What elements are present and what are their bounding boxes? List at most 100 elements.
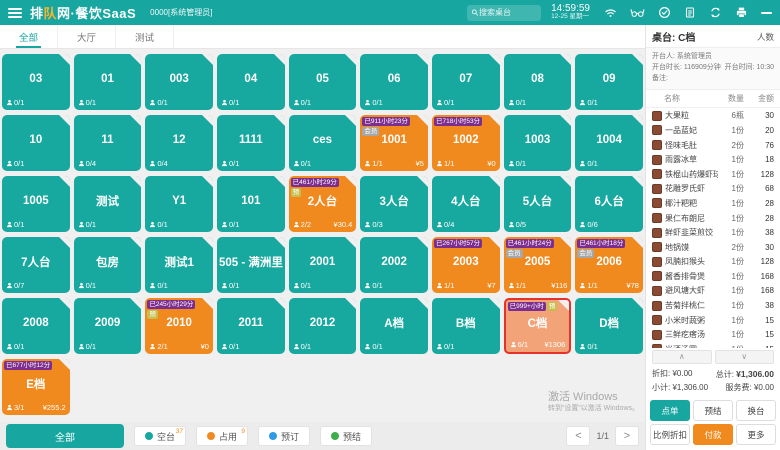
table-card[interactable]: 2011 0/1 (216, 298, 285, 354)
table-card[interactable]: 07 0/1 (431, 54, 500, 110)
ratio-discount-button[interactable]: 比例折扣 (650, 424, 690, 445)
table-count: 0/3 (372, 220, 383, 229)
table-card[interactable]: 测试 0/1 (73, 176, 142, 232)
order-item-row[interactable]: 避风塘大虾 1份 168 (652, 284, 774, 299)
table-card[interactable]: 2012 0/1 (288, 298, 357, 354)
change-table-button[interactable]: 换台 (736, 400, 776, 421)
table-card[interactable]: 1004 0/1 (575, 115, 643, 171)
prev-page-button[interactable]: < (566, 426, 591, 446)
filter-all-button[interactable]: 全部 (6, 424, 124, 448)
status-filter-chip[interactable]: 占用 9 (196, 426, 249, 446)
table-card[interactable]: 7人台 0/7 (2, 237, 70, 293)
table-card[interactable]: 08 0/1 (503, 54, 572, 110)
floor-tab-2[interactable]: 测试 (116, 25, 174, 48)
table-card[interactable]: 12 0/4 (145, 115, 213, 171)
sync-icon[interactable] (709, 6, 722, 19)
message-check-icon[interactable] (658, 6, 671, 19)
table-card[interactable]: 2002 0/1 (360, 237, 428, 293)
table-name: B档 (455, 318, 476, 331)
order-item-row[interactable]: 怪味毛肚 2份 76 (652, 138, 774, 153)
order-item-row[interactable]: 小米时蔬粥 1份 15 (652, 313, 774, 328)
table-card[interactable]: 已718小时53分 1002 1/1 ¥0 (431, 115, 500, 171)
table-card[interactable]: 03 0/1 (2, 54, 70, 110)
order-item-row[interactable]: 三鲜疙瘩汤 1份 15 (652, 327, 774, 342)
table-card[interactable]: 2008 0/1 (2, 298, 70, 354)
table-card[interactable]: 已461小时29分 预 2人台 2/2 ¥30.4 (288, 176, 357, 232)
table-card[interactable]: 04 0/1 (216, 54, 285, 110)
table-card[interactable]: 101 0/1 (216, 176, 285, 232)
order-item-row[interactable]: 椰汁粑粑 1份 28 (652, 196, 774, 211)
table-card[interactable]: Y1 0/1 (145, 176, 213, 232)
table-card[interactable]: 10 0/1 (2, 115, 70, 171)
table-card[interactable]: 06 0/1 (360, 54, 428, 110)
panel-header: 桌台: C档 人数 (646, 25, 780, 48)
status-filter-chip[interactable]: 预订 (258, 426, 311, 446)
order-button[interactable]: 点单 (650, 400, 690, 421)
order-item-row[interactable]: 鲜虾韭菜煎饺 1份 38 (652, 225, 774, 240)
pay-button[interactable]: 付款 (693, 424, 733, 445)
table-card[interactable]: 1111 0/1 (216, 115, 285, 171)
table-card[interactable]: 已461小时24分 会员 2005 1/1 ¥116 (503, 237, 572, 293)
table-footer: 3/1 ¥255.2 (6, 403, 66, 412)
table-card[interactable]: 003 0/1 (145, 54, 213, 110)
table-card[interactable]: B档 0/1 (431, 298, 500, 354)
table-card[interactable]: ces 0/1 (288, 115, 357, 171)
table-card[interactable]: 3人台 0/3 (360, 176, 428, 232)
table-card[interactable]: 已677小时12分 E档 3/1 ¥255.2 (2, 359, 70, 415)
table-card[interactable]: 包房 0/1 (73, 237, 142, 293)
next-page-button[interactable]: > (615, 426, 639, 446)
table-card[interactable]: 2001 0/1 (288, 237, 357, 293)
order-item-row[interactable]: 花雕罗氏虾 1份 68 (652, 182, 774, 197)
document-icon[interactable] (684, 6, 696, 19)
search-box[interactable] (467, 4, 542, 21)
order-item-row[interactable]: 铁棍山药爆虾球 1份 128 (652, 167, 774, 182)
wifi-icon[interactable] (604, 6, 617, 19)
table-card[interactable]: 已461小时18分 会员 2006 1/1 ¥78 (575, 237, 643, 293)
table-card[interactable]: 已267小时57分 2003 1/1 ¥7 (431, 237, 500, 293)
scroll-up-button[interactable]: ∧ (652, 350, 712, 365)
table-card[interactable]: 1005 0/1 (2, 176, 70, 232)
glasses-icon[interactable] (630, 6, 645, 19)
floor-tab-1[interactable]: 大厅 (58, 25, 116, 48)
table-footer: 0/1 (579, 98, 639, 107)
table-card[interactable]: 05 0/1 (288, 54, 357, 110)
prebill-button[interactable]: 预结 (693, 400, 733, 421)
table-card[interactable]: 已245小时29分 预 2010 2/1 ¥0 (145, 298, 213, 354)
floor-tab-0[interactable]: 全部 (0, 25, 58, 48)
order-item-row[interactable]: 酱香排骨煲 1份 168 (652, 269, 774, 284)
scroll-down-button[interactable]: ∨ (714, 350, 774, 365)
table-card[interactable]: 4人台 0/4 (431, 176, 500, 232)
table-card[interactable]: A档 0/1 (360, 298, 428, 354)
table-card[interactable]: 09 0/1 (575, 54, 643, 110)
panel-people-label[interactable]: 人数 (756, 31, 774, 42)
table-card[interactable]: 1003 0/1 (503, 115, 572, 171)
order-item-row[interactable]: 一品蓝妃 1份 20 (652, 123, 774, 138)
table-card[interactable]: 5人台 0/5 (503, 176, 572, 232)
status-dot (207, 432, 216, 440)
table-card[interactable]: 01 0/1 (73, 54, 142, 110)
table-footer: 0/1 (579, 159, 639, 168)
printer-icon[interactable] (735, 6, 748, 19)
order-item-row[interactable]: 大果粒 6瓶 30 (652, 109, 774, 124)
order-item-row[interactable]: 果仁布朗尼 1份 28 (652, 211, 774, 226)
table-card[interactable]: 6人台 0/6 (575, 176, 643, 232)
table-name: 01 (101, 73, 114, 86)
table-card[interactable]: D档 0/1 (575, 298, 643, 354)
table-card[interactable]: 505 - 满洲里 0/1 (216, 237, 285, 293)
table-card[interactable]: 2009 0/1 (73, 298, 142, 354)
order-item-row[interactable]: 凤腩扣猴头 1份 128 (652, 255, 774, 270)
table-card[interactable]: 11 0/4 (73, 115, 142, 171)
minimize-icon[interactable] (761, 11, 772, 14)
status-filter-chip[interactable]: 预结 (320, 426, 373, 446)
search-input[interactable] (478, 8, 538, 17)
table-card[interactable]: 已911小时23分 会员 1001 1/1 ¥5 (360, 115, 428, 171)
order-item-row[interactable]: 苦菊拌桃仁 1份 38 (652, 298, 774, 313)
more-button[interactable]: 更多 (736, 424, 776, 445)
table-card[interactable]: 测试1 0/1 (145, 237, 213, 293)
menu-icon[interactable] (8, 7, 22, 18)
order-item-row[interactable]: 地锅馍 2份 30 (652, 240, 774, 255)
order-item-row[interactable]: 米酒汤圆 1份 15 (652, 342, 774, 349)
table-card[interactable]: 已999+小时 预 C档 6/1 ¥1306 (503, 298, 572, 354)
status-filter-chip[interactable]: 空台 37 (134, 426, 187, 446)
order-item-row[interactable]: 雨露冰草 1份 18 (652, 152, 774, 167)
